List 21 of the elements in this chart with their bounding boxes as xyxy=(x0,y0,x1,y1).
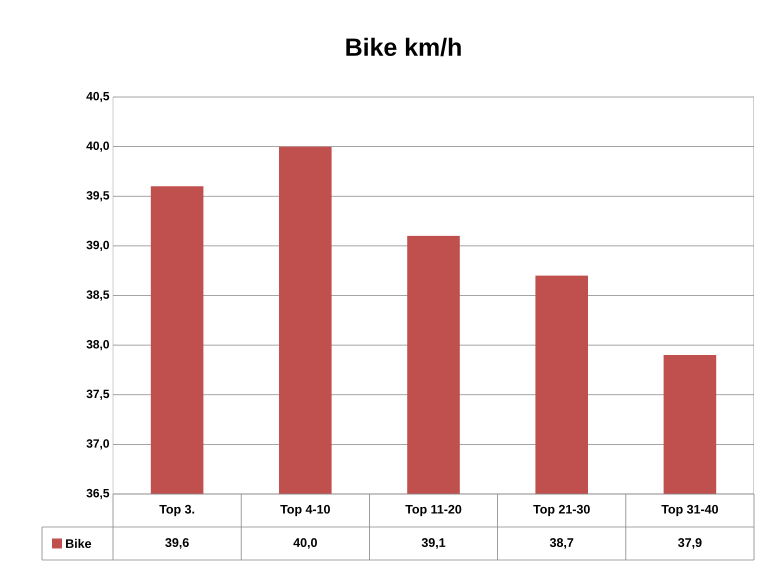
y-tick-label: 38,0 xyxy=(86,340,109,350)
y-tick-label: 39,0 xyxy=(86,240,109,251)
x-tick-label: Top 3. xyxy=(159,504,194,516)
y-tick-label: 39,5 xyxy=(86,191,110,202)
data-label: 37,9 xyxy=(678,538,702,549)
data-label: 38,7 xyxy=(550,538,574,549)
y-tick-label: 40,5 xyxy=(86,92,110,102)
legend-label: Bike xyxy=(66,538,92,548)
x-tick-label: Top 11-20 xyxy=(405,504,462,516)
chart-title: Bike km/h xyxy=(346,38,461,56)
y-tick-label: 36,5 xyxy=(86,488,110,500)
data-label: 39,6 xyxy=(165,538,189,549)
y-tick-label: 37,0 xyxy=(86,439,109,450)
y-tick-label: 38,5 xyxy=(86,290,110,301)
x-tick-label: Top 4-10 xyxy=(280,504,330,516)
data-label: 39,1 xyxy=(422,538,446,549)
y-tick-label: 37,5 xyxy=(86,390,110,400)
data-label: 40,0 xyxy=(293,538,317,549)
x-tick-label: Top 21-30 xyxy=(533,504,590,516)
x-tick-label: Top 31-40 xyxy=(661,504,718,516)
y-tick-label: 40,0 xyxy=(86,142,109,152)
